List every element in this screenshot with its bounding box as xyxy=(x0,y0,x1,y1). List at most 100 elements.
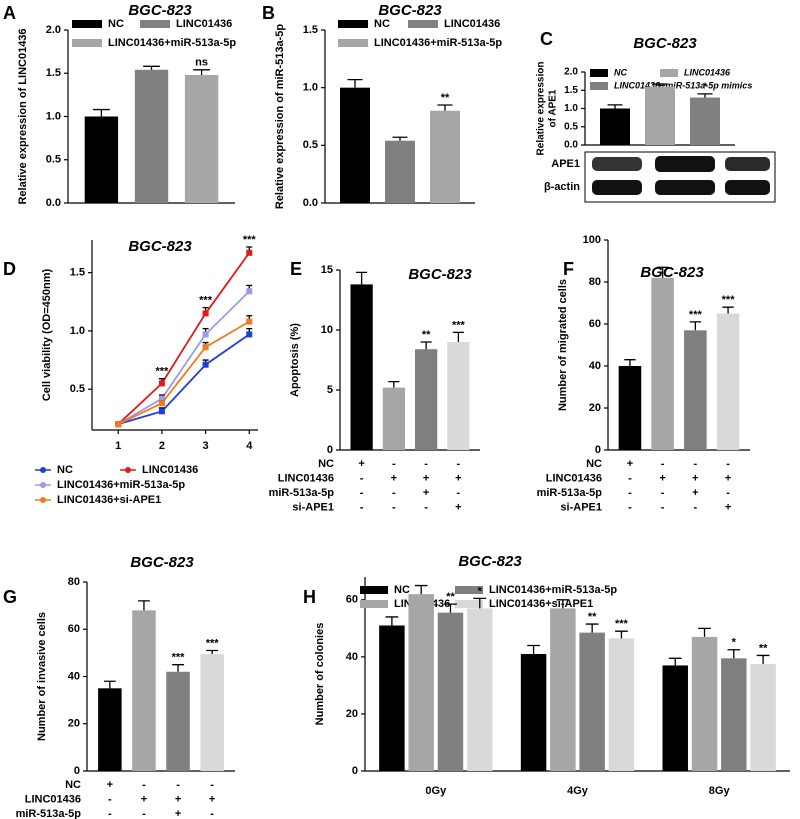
error-bar xyxy=(722,306,734,314)
blot-label: β-actin xyxy=(544,181,580,193)
line xyxy=(117,252,250,425)
legend-swatch xyxy=(72,39,102,47)
y-tick-label: 15 xyxy=(321,264,333,276)
y-tick-label: 0.5 xyxy=(70,383,85,395)
condition-label: NC xyxy=(65,779,81,791)
y-axis-label: Number of colonies xyxy=(314,623,326,726)
bar xyxy=(721,658,747,771)
condition-mark: - xyxy=(108,808,112,819)
blot-label: APE1 xyxy=(551,158,580,170)
legend-swatch xyxy=(408,20,438,28)
significance-label: *** xyxy=(615,618,629,630)
error-bar xyxy=(652,83,668,87)
y-tick-label: 2.0 xyxy=(46,24,61,36)
condition-mark: + xyxy=(107,779,113,791)
line xyxy=(117,333,250,426)
x-tick-label: 4 xyxy=(246,440,253,452)
y-tick-label: 60 xyxy=(68,623,80,635)
chart-title: BGC-823 xyxy=(128,2,192,19)
y-tick-label: 60 xyxy=(589,318,601,330)
error-bar xyxy=(420,341,432,350)
condition-mark: - xyxy=(210,779,214,791)
error-bar xyxy=(347,78,363,88)
y-tick-label: 1.5 xyxy=(70,267,85,279)
bar xyxy=(166,671,190,771)
error-bar xyxy=(143,65,160,70)
marker xyxy=(158,380,165,387)
condition-mark: + xyxy=(692,472,698,484)
legend-label: NC xyxy=(57,464,73,476)
error-bar xyxy=(206,649,219,655)
legend-marker xyxy=(125,467,131,473)
marker xyxy=(158,408,165,415)
legend-label: LINC01436+miR-513a-5p xyxy=(374,37,502,49)
bar xyxy=(84,116,119,203)
bar xyxy=(467,608,493,771)
condition-label: NC xyxy=(318,458,334,470)
condition-label: si-APE1 xyxy=(292,501,334,513)
error-bar xyxy=(697,93,713,98)
condition-mark: + xyxy=(659,472,665,484)
significance-label: *** xyxy=(452,319,466,331)
marker xyxy=(158,395,165,402)
y-tick-label: 0.5 xyxy=(46,154,61,166)
legend-swatch xyxy=(590,82,608,90)
y-tick-label: 10 xyxy=(321,324,333,336)
error-bar xyxy=(172,664,184,672)
bar xyxy=(608,638,635,771)
y-axis-label: Number of invasive cells xyxy=(36,612,48,741)
condition-mark: + xyxy=(627,458,633,470)
condition-label: miR-513a-5p xyxy=(269,487,335,499)
panel-letter: G xyxy=(3,587,17,607)
bar xyxy=(684,330,707,450)
marker xyxy=(246,288,253,295)
marker xyxy=(202,331,209,338)
condition-mark: - xyxy=(628,501,632,513)
legend-label: LINC01436 xyxy=(176,18,232,30)
condition-mark: + xyxy=(725,472,731,484)
chart-title: BGC-823 xyxy=(633,35,697,52)
condition-mark: + xyxy=(423,487,429,499)
marker xyxy=(202,310,209,317)
x-tick-label: 3 xyxy=(203,440,209,452)
legend-label: LINC01436+miR-513a-5p xyxy=(108,37,236,49)
error-bar xyxy=(388,380,400,388)
error-bar xyxy=(385,616,399,626)
condition-mark: + xyxy=(358,458,364,470)
y-tick-label: 40 xyxy=(68,670,80,682)
bar xyxy=(350,284,373,450)
x-tick-label: 4Gy xyxy=(567,785,589,797)
legend-swatch xyxy=(455,600,483,608)
legend-marker xyxy=(40,467,46,473)
error-bar xyxy=(624,359,636,366)
legend-swatch xyxy=(72,20,102,28)
western-blot: APE1 β-actin xyxy=(544,151,776,203)
y-tick-label: 60 xyxy=(346,594,358,606)
bar xyxy=(430,110,460,203)
condition-label: miR-513a-5p xyxy=(16,808,82,819)
significance-label: ** xyxy=(759,642,768,654)
error-bar xyxy=(444,603,457,613)
error-bar xyxy=(615,630,628,639)
y-tick-label: 40 xyxy=(346,651,358,663)
bar xyxy=(750,664,776,771)
condition-mark: - xyxy=(726,458,730,470)
y-tick-label: 0.0 xyxy=(303,197,318,209)
legend-swatch xyxy=(338,39,368,47)
condition-mark: - xyxy=(392,458,396,470)
marker xyxy=(202,344,209,351)
bar xyxy=(408,594,434,771)
bar xyxy=(662,665,688,771)
marker xyxy=(246,318,253,325)
significance-label: ** xyxy=(422,329,431,341)
bar xyxy=(520,654,547,771)
legend-label: LINC01436+miR-513a-5p xyxy=(57,479,185,491)
marker xyxy=(115,421,122,428)
condition-mark: + xyxy=(455,501,461,513)
bar xyxy=(651,277,674,450)
y-tick-label: 0.0 xyxy=(46,197,61,209)
condition-mark: + xyxy=(692,487,698,499)
x-tick-label: 2 xyxy=(159,440,165,452)
x-tick-label: 0Gy xyxy=(425,785,447,797)
bar xyxy=(437,612,464,771)
